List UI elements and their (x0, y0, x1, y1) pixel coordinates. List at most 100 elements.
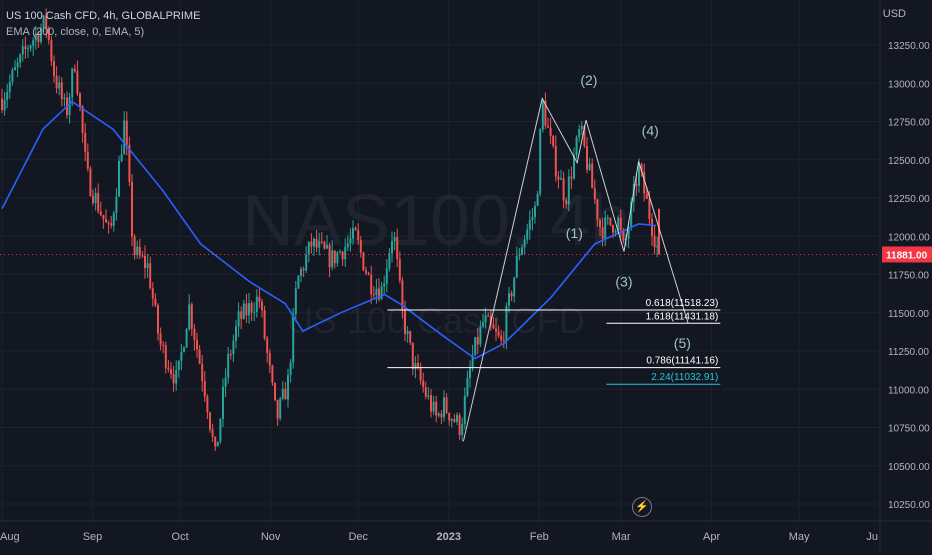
candle-body (144, 255, 146, 269)
candle-body (138, 246, 141, 256)
candle-body (557, 176, 560, 180)
candle-body (55, 76, 58, 89)
symbol-title[interactable]: US 100 Cash CFD, 4h, GLOBALPRIME (6, 10, 201, 22)
candle-body (203, 381, 206, 397)
candle-body (583, 125, 586, 147)
candle-body (578, 129, 581, 138)
candle-body (188, 304, 191, 330)
price-tick-label: 12250.00 (888, 194, 930, 205)
candle-body (617, 217, 620, 231)
price-axis[interactable]: 10250.00 10500.00 10750.00 11000.00 11250.00… (880, 0, 932, 521)
candle-body (318, 241, 321, 248)
watermark-symbol: NAS100, 4h (242, 181, 630, 261)
candle-body (112, 213, 115, 226)
candle-body (268, 352, 271, 366)
candle-body (500, 335, 503, 341)
candle-body (313, 238, 315, 247)
last-price-badge (882, 246, 932, 263)
candle-body (619, 217, 622, 231)
candle-body (508, 293, 510, 306)
fib-level-label: 0.786(11141.16) (646, 356, 718, 367)
fib-level-label: 1.618(11431.18) (646, 311, 719, 322)
candle-body (34, 33, 37, 41)
elliott-wave-labels: (2) (4) (1) (3) (5) (566, 72, 691, 351)
time-tick-label: Nov (261, 531, 281, 543)
ema-200-line (1, 100, 657, 360)
candle-body (146, 263, 149, 269)
candle-body (385, 268, 388, 284)
candle-body (29, 45, 32, 49)
candle-body (180, 351, 183, 361)
candle-body (73, 68, 76, 72)
candle-body (315, 238, 318, 248)
candle-body (14, 67, 16, 71)
candle-body (357, 230, 360, 241)
candle-body (466, 378, 469, 396)
candle-body (302, 268, 305, 271)
time-tick-label: 2023 (437, 531, 461, 543)
candle-body (120, 154, 123, 161)
candle-body (258, 296, 261, 302)
candle-body (359, 240, 362, 253)
candle-body (68, 97, 71, 115)
last-price-label: 11881.00 (886, 250, 928, 261)
candle-body (71, 68, 74, 98)
candle-body (170, 369, 172, 375)
ema-200-line (1, 100, 657, 360)
candle-body (362, 252, 365, 271)
fib-level-label: 2.24(11032.91) (651, 372, 718, 383)
candle-body (614, 230, 617, 233)
candle-body (21, 46, 24, 55)
candle-body (523, 239, 526, 248)
candle-body (336, 252, 339, 264)
candle-body (211, 429, 214, 437)
candle-body (162, 344, 165, 346)
candle-body (47, 28, 50, 41)
candle-body (84, 132, 87, 152)
candle-body (297, 276, 300, 289)
candle-body (63, 97, 66, 99)
candle-body (89, 168, 92, 197)
candle-body (255, 296, 258, 312)
candle-body (40, 28, 42, 42)
price-tick-label: 11500.00 (888, 309, 929, 320)
candle-body (94, 192, 97, 204)
candle-body (443, 397, 445, 418)
candle-body (354, 227, 357, 231)
candle-body (458, 415, 461, 436)
candle-body (547, 125, 549, 128)
candle-body (292, 313, 295, 363)
candle-body (97, 192, 100, 212)
candle-body (102, 214, 105, 220)
time-tick-label: Sep (83, 531, 103, 543)
candle-body (409, 330, 412, 343)
candle-body (604, 217, 607, 239)
elliott-wave-lines[interactable] (462, 97, 689, 442)
candle-body (367, 273, 370, 275)
candle-body (599, 219, 601, 228)
candle-body (149, 263, 152, 289)
candle-body (349, 238, 352, 244)
candle-body (515, 255, 518, 278)
candle-body (8, 81, 11, 92)
candle-body (177, 360, 180, 370)
time-tick-label: Apr (703, 531, 720, 543)
candle-body (60, 82, 63, 99)
candle-body (154, 298, 157, 306)
candle-body (185, 329, 188, 348)
lightning-bolt-icon[interactable]: ⚡ (632, 497, 652, 517)
candle-body (414, 362, 417, 370)
elliott-wave-path[interactable] (462, 97, 689, 442)
ema-indicator-label[interactable]: EMA (200, close, 0, EMA, 5) (6, 26, 145, 38)
grid-lines (0, 0, 891, 521)
candle-body (16, 62, 19, 68)
fibonacci-levels[interactable]: 0.618(11518.23) 1.618(11431.18) 0.786(1114… (387, 298, 721, 385)
candle-body (92, 196, 94, 204)
candle-body (219, 418, 222, 442)
candle-body (427, 395, 430, 397)
price-tick-label: 10500.00 (888, 462, 930, 473)
candle-body (107, 222, 110, 224)
